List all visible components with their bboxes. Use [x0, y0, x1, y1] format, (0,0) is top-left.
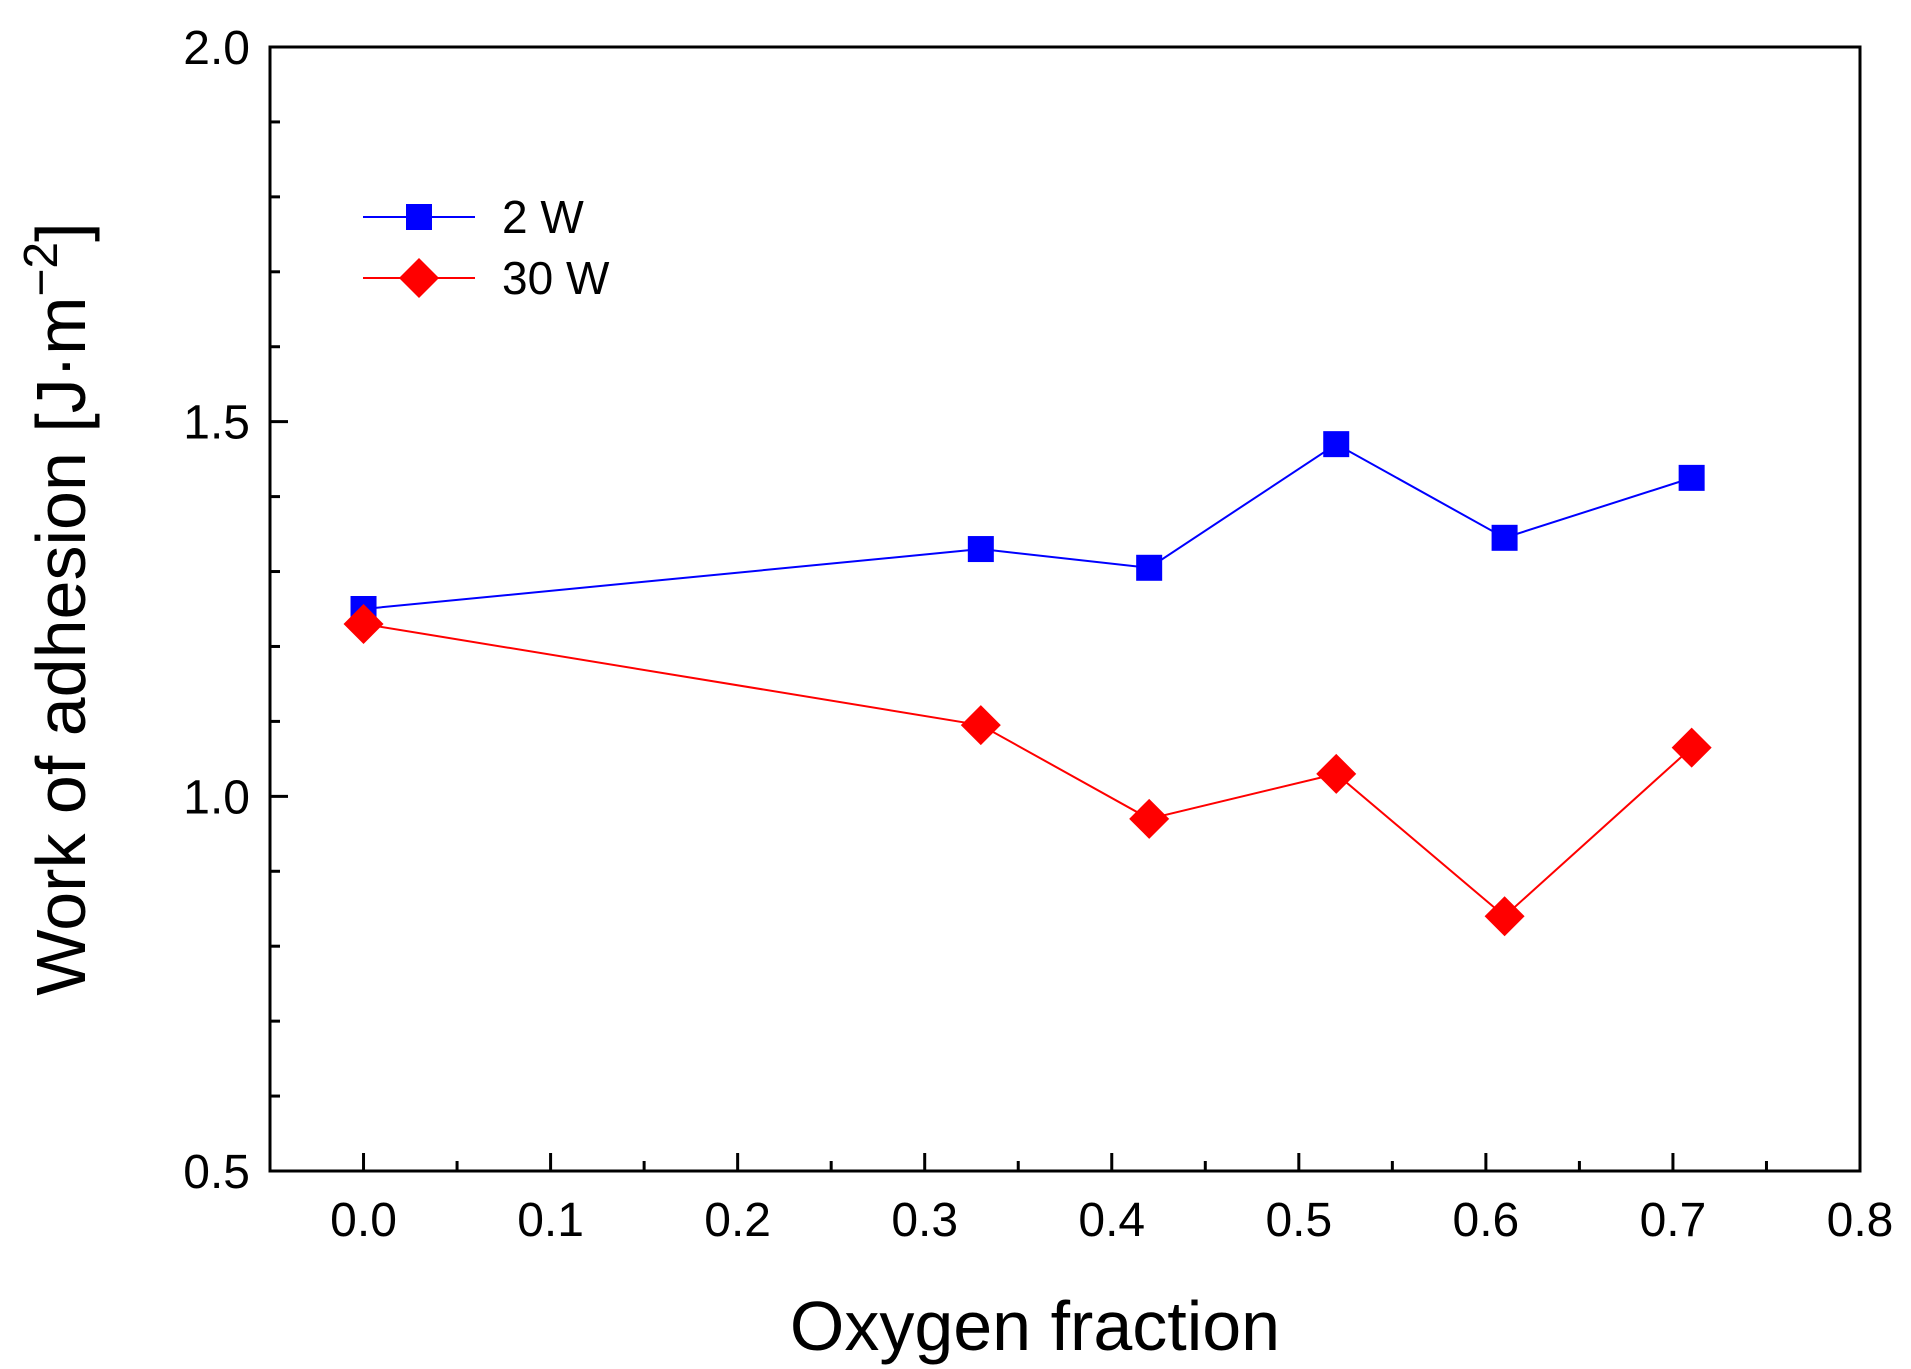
data-point	[967, 536, 994, 563]
x-tick-label: 0.1	[517, 1194, 584, 1247]
data-point	[1316, 753, 1357, 794]
x-tick-label: 0.7	[1640, 1194, 1707, 1247]
y-tick-label: 2.0	[183, 22, 250, 75]
data-point	[1678, 464, 1705, 491]
series-layer	[343, 431, 1712, 937]
data-point	[1484, 896, 1525, 937]
y-axis-title-main: Work of adhesion [J·m	[22, 297, 100, 996]
series-1	[350, 431, 1705, 622]
data-point	[343, 603, 384, 644]
x-axis-ticks: 0.0 0.1 0.2 0.3 0.4 0.5 0.6 0.7 0.8	[330, 1153, 1893, 1247]
data-point	[960, 705, 1001, 746]
y-axis-title: Work of adhesion [J·m−2]	[15, 222, 100, 995]
y-tick-label: 0.5	[183, 1146, 250, 1199]
y-axis-title-superscript: −2	[15, 242, 68, 297]
series-line	[363, 442, 1692, 610]
x-tick-label: 0.2	[704, 1194, 771, 1247]
data-point	[1671, 727, 1712, 768]
plot-frame	[268, 45, 1862, 1173]
x-tick-label: 0.8	[1827, 1194, 1894, 1247]
legend-item: 30 W	[363, 252, 610, 304]
y-axis-ticks: 0.5 1.0 1.5 2.0	[183, 22, 288, 1199]
x-tick-label: 0.3	[891, 1194, 958, 1247]
x-tick-label: 0.5	[1265, 1194, 1332, 1247]
x-tick-label: 0.4	[1078, 1194, 1145, 1247]
x-tick-label: 0.0	[330, 1194, 397, 1247]
legend: 2 W 30 W	[363, 191, 610, 304]
x-tick-label: 0.6	[1453, 1194, 1520, 1247]
legend-label: 30 W	[502, 252, 610, 304]
x-axis-title: Oxygen fraction	[790, 1287, 1280, 1365]
legend-marker	[399, 258, 439, 298]
series-2	[343, 603, 1712, 937]
y-tick-label: 1.5	[183, 397, 250, 450]
data-point	[1491, 524, 1518, 551]
legend-item: 2 W	[363, 191, 584, 243]
legend-marker	[406, 204, 432, 230]
data-point	[1323, 431, 1350, 458]
data-point	[1129, 798, 1170, 839]
data-point	[1136, 554, 1163, 581]
legend-label: 2 W	[502, 191, 584, 243]
y-tick-label: 1.0	[183, 771, 250, 824]
series-line	[363, 622, 1693, 918]
y-axis-title-suffix: ]	[22, 222, 100, 241]
